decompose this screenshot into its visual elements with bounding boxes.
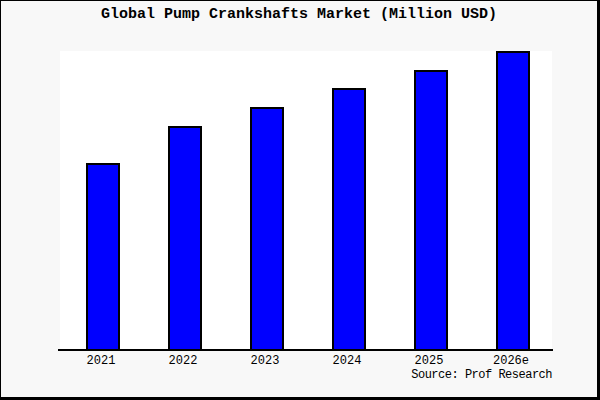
chart-title: Global Pump Crankshafts Market (Million … [1,6,597,23]
bar-2022 [168,126,202,350]
bar-2026e [496,51,530,350]
x-axis-line [58,349,553,351]
bar-2021 [86,163,120,350]
bar-2024 [332,88,366,350]
x-tick-label-2023: 2023 [224,354,306,368]
x-tick-label-2024: 2024 [306,354,388,368]
x-tick-label-2022: 2022 [142,354,224,368]
plot-area [60,51,552,350]
bar-2025 [414,70,448,350]
x-tick-label-2025: 2025 [388,354,470,368]
chart-frame: Global Pump Crankshafts Market (Million … [0,0,600,400]
x-tick-label-2026e: 2026e [470,354,552,368]
bar-2023 [250,107,284,350]
x-tick-label-2021: 2021 [60,354,142,368]
source-caption: Source: Prof Research [1,368,552,382]
